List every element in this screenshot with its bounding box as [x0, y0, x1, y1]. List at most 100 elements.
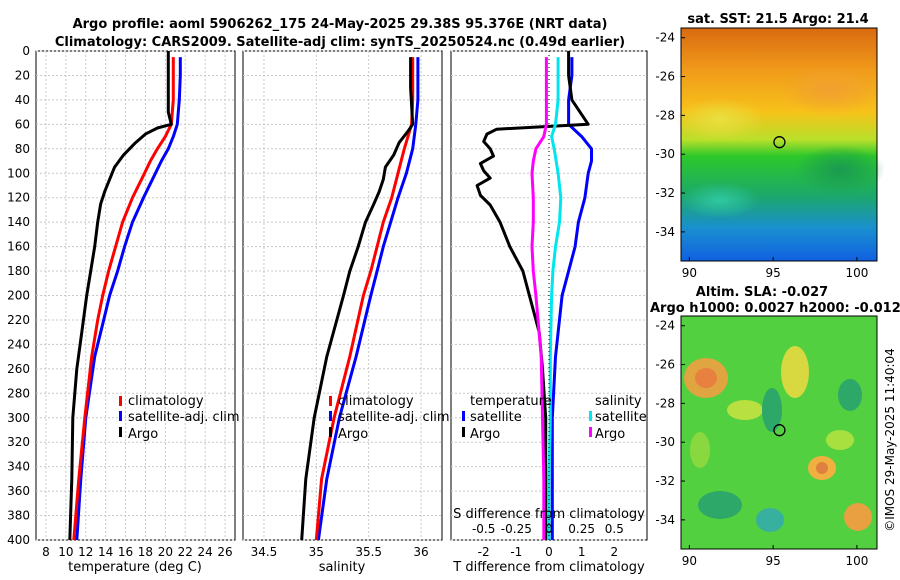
sst-lat-tick-label: -30 — [655, 147, 675, 161]
depth-tick-label: 20 — [15, 68, 30, 82]
temperature-tick-label: 8 — [42, 545, 50, 559]
temperature-tick-label: 16 — [118, 545, 133, 559]
title-line-1: Argo profile: aoml 5906262_175 24-May-20… — [73, 17, 608, 32]
depth-tick-label: 100 — [7, 166, 30, 180]
sla-lat-tick-label: -34 — [655, 513, 675, 527]
depth-tick-label: 260 — [7, 362, 30, 376]
sla-lon-tick-label: 95 — [765, 554, 780, 568]
legend-temperature: climatology satellite-adj. clim Argo — [119, 394, 240, 442]
temperature-satellite-line — [75, 57, 182, 541]
sla-map-title-1: Altim. SLA: -0.027 — [696, 285, 828, 300]
legend-label-sal-satellite: satellite — [595, 410, 647, 425]
sla-feature — [695, 368, 717, 388]
sst-feature — [675, 98, 765, 142]
sla-feature — [762, 388, 782, 432]
legend-swatch-temp-satellite — [462, 411, 465, 421]
depth-tick-label: 300 — [7, 411, 30, 425]
sla-feature — [756, 508, 784, 532]
t-diff-tick-label: 1 — [578, 545, 586, 559]
legend-salinity-header: salinity — [595, 394, 642, 409]
sst-field — [681, 28, 877, 261]
depth-tick-label: 240 — [7, 337, 30, 351]
sla-feature — [826, 430, 854, 450]
depth-tick-label: 340 — [7, 460, 30, 474]
depth-tick-label: 220 — [7, 313, 30, 327]
depth-tick-label: 280 — [7, 386, 30, 400]
sla-feature — [816, 462, 828, 474]
sst-lon-tick-label: 95 — [765, 266, 780, 280]
legend-swatch-argo — [119, 427, 122, 437]
sla-feature — [781, 346, 809, 398]
sla-argo-marker — [773, 424, 786, 437]
legend-swatch-argo — [329, 427, 332, 437]
s-diff-tick-label: -0.25 — [501, 522, 532, 536]
s-diff-tick-label: 0.5 — [605, 522, 624, 536]
s-diff-xlabel: S difference from climatology — [453, 507, 645, 522]
sla-lat-tick-label: -32 — [655, 474, 675, 488]
legend-label-temp-argo: Argo — [470, 427, 500, 442]
t-diff-tick-label: -2 — [478, 545, 490, 559]
sla-map — [680, 315, 878, 550]
sst-feature — [795, 145, 885, 195]
s-diff-tick-label: 0.25 — [568, 522, 595, 536]
sla-feature — [844, 503, 872, 531]
salinity-tick-label: 35 — [309, 545, 324, 559]
sla-lon-tick-label: 90 — [682, 554, 697, 568]
depth-tick-label: 360 — [7, 484, 30, 498]
tick-layer: 0204060801001201401601802002202402602803… — [7, 44, 624, 559]
temperature-tick-label: 22 — [178, 545, 193, 559]
legend-swatch-temp-argo — [462, 427, 465, 437]
legend-swatch-sal-argo — [589, 427, 592, 437]
sla-frame — [680, 315, 878, 550]
title-line-2: Climatology: CARS2009. Satellite-adj cli… — [55, 35, 625, 50]
legend-temperature-header: temperature — [470, 394, 552, 409]
legend-swatch-sal-satellite — [589, 411, 592, 421]
s-diff-argo-line — [530, 57, 548, 540]
temperature-tick-label: 26 — [217, 545, 232, 559]
depth-tick-label: 180 — [7, 264, 30, 278]
legend-swatch-climatology — [119, 396, 122, 406]
sst-lat-tick-label: -34 — [655, 225, 675, 239]
sla-lat-tick-label: -28 — [655, 396, 675, 410]
depth-tick-label: 320 — [7, 435, 30, 449]
salinity-xlabel: salinity — [319, 560, 366, 575]
series-layer — [68, 51, 593, 541]
temperature-tick-label: 10 — [58, 545, 73, 559]
depth-tick-label: 60 — [15, 117, 30, 131]
sla-lon-tick-label: 100 — [845, 554, 868, 568]
temperature-tick-label: 12 — [78, 545, 93, 559]
temperature-argo-line — [68, 51, 173, 541]
t-diff-tick-label: 0 — [545, 545, 553, 559]
legend-label-temp-satellite: satellite — [470, 410, 522, 425]
legend-swatch-climatology — [329, 396, 332, 406]
sla-feature — [690, 432, 710, 468]
salinity-argo-line — [300, 57, 415, 541]
legend-label-satellite: satellite-adj. clim — [338, 410, 450, 425]
t-diff-xlabel: T difference from climatology — [452, 560, 645, 575]
sst-lat-tick-label: -32 — [655, 186, 675, 200]
depth-tick-label: 40 — [15, 93, 30, 107]
imos-watermark: ©IMOS 29-May-2025 11:40:04 — [883, 348, 897, 532]
depth-tick-label: 160 — [7, 240, 30, 254]
sla-lat-tick-label: -24 — [655, 319, 675, 333]
temperature-tick-label: 20 — [158, 545, 173, 559]
depth-tick-label: 380 — [7, 509, 30, 523]
salinity-tick-label: 34.5 — [251, 545, 278, 559]
t-diff-tick-label: -1 — [510, 545, 522, 559]
s-diff-tick-label: -0.5 — [472, 522, 495, 536]
legend-swatch-satellite — [119, 411, 122, 421]
sst-map — [675, 27, 885, 262]
temperature-tick-label: 14 — [98, 545, 113, 559]
sla-feature — [727, 400, 763, 420]
map-axes-layer: 90 95 100 -24 -26 -28 -30 -32 -34 90 95 100 -24 -26 -2… — [655, 31, 868, 568]
sla-lat-tick-label: -30 — [655, 435, 675, 449]
salinity-tick-label: 35.5 — [355, 545, 382, 559]
sla-map-title-2: Argo h1000: 0.0027 h2000: -0.012 — [650, 301, 900, 316]
legend-salinity: climatology satellite-adj. clim Argo — [329, 394, 450, 442]
depth-tick-label: 0 — [22, 44, 30, 58]
t-diff-satellite-line — [550, 57, 593, 540]
legend-label-sal-argo: Argo — [595, 427, 625, 442]
sst-feature — [780, 65, 880, 115]
legend-label-argo: Argo — [128, 427, 158, 442]
